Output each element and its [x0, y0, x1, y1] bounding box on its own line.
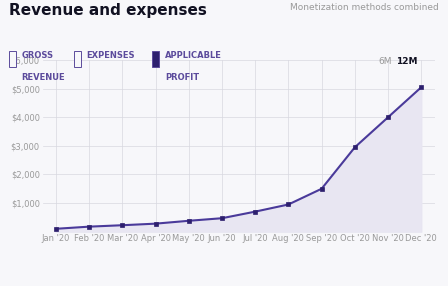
Text: GROSS: GROSS — [22, 51, 53, 60]
Text: 12M: 12M — [396, 57, 418, 66]
Text: PROFIT: PROFIT — [165, 73, 199, 82]
Text: APPLICABLE: APPLICABLE — [165, 51, 222, 60]
Text: EXPENSES: EXPENSES — [86, 51, 135, 60]
Text: 6M: 6M — [379, 57, 392, 66]
Text: Monetization methods combined: Monetization methods combined — [290, 3, 439, 12]
Text: REVENUE: REVENUE — [22, 73, 65, 82]
Text: Revenue and expenses: Revenue and expenses — [9, 3, 207, 18]
